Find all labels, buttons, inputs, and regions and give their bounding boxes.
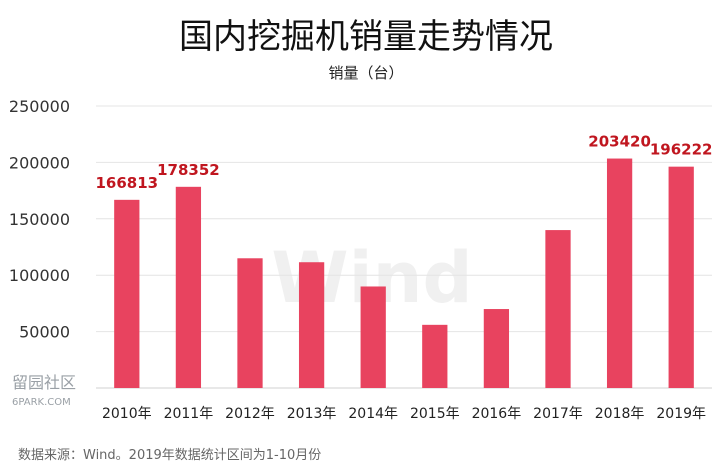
site-logo: 留园社区 (12, 373, 76, 392)
bar (483, 309, 510, 388)
y-tick-label: 200000 (9, 153, 70, 172)
chart-title: 国内挖掘机销量走势情况 (179, 17, 553, 57)
data-label: 178352 (157, 161, 220, 179)
chart-subtitle: 销量（台） (328, 64, 403, 82)
x-tick-label: 2013年 (287, 406, 337, 422)
bar (360, 286, 386, 388)
bar (175, 186, 202, 388)
x-tick-label: 2014年 (348, 406, 398, 422)
x-tick-label: 2010年 (102, 406, 152, 422)
data-label: 196222 (650, 141, 713, 159)
x-tick-label: 2012年 (225, 406, 275, 422)
x-tick-label: 2016年 (472, 406, 522, 422)
site-url: 6PARK.COM (12, 397, 71, 408)
bar (606, 158, 633, 388)
x-tick-label: 2011年 (164, 406, 214, 422)
x-tick-label: 2015年 (410, 406, 460, 422)
data-label: 166813 (95, 174, 158, 192)
bar (237, 258, 263, 388)
x-tick-label: 2017年 (533, 406, 583, 422)
bar (668, 166, 694, 388)
y-tick-label: 250000 (9, 97, 70, 116)
y-tick-label: 50000 (19, 323, 70, 342)
bar (298, 262, 325, 388)
bar (114, 199, 140, 388)
bar (545, 230, 571, 388)
data-label: 203420 (588, 133, 651, 151)
x-tick-label: 2018年 (595, 406, 645, 422)
x-axis: 2010年 2011年 2012年 2013年 2014年 2015年 2016年 2017年… (102, 406, 706, 422)
bars (114, 158, 694, 388)
x-tick-label: 2019年 (656, 406, 706, 422)
y-axis: 250000 200000 150000 100000 50000 (9, 97, 70, 342)
source-note: 数据来源：Wind。2019年数据统计区间为1-10月份 (18, 448, 321, 463)
y-tick-label: 150000 (9, 210, 70, 229)
y-tick-label: 100000 (9, 266, 70, 285)
bar (422, 324, 448, 388)
